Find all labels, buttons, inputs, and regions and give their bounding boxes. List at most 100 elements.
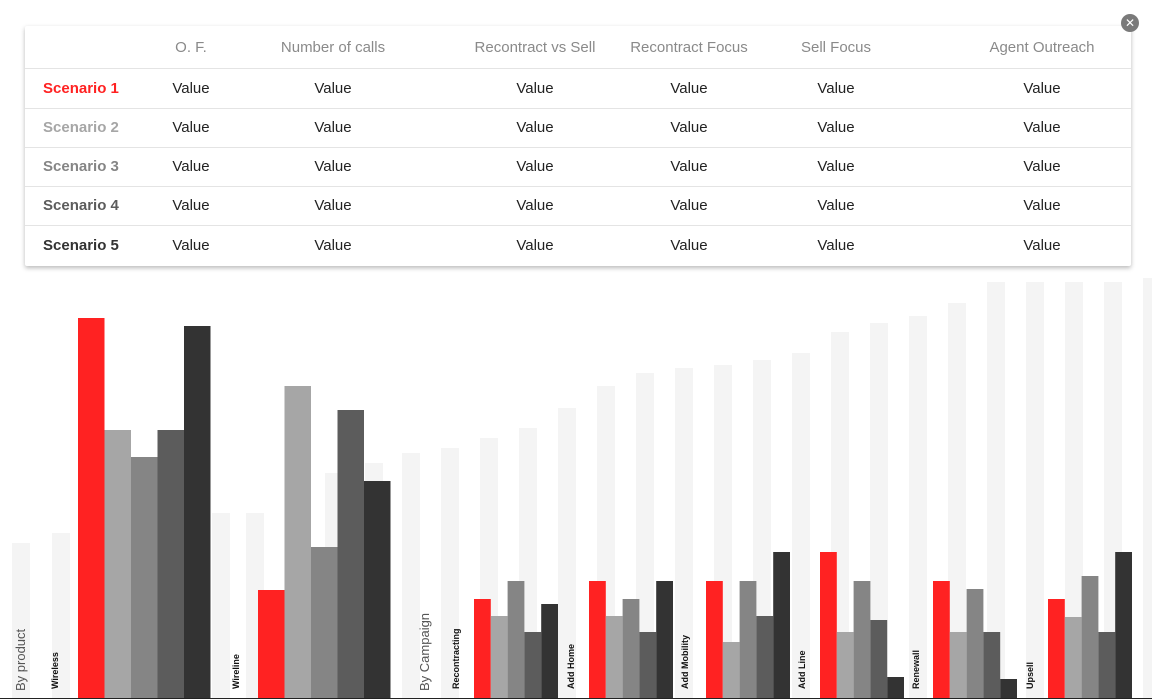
- background-bar: [753, 360, 771, 698]
- bar-scenario-4: [639, 632, 657, 698]
- background-bar: [1026, 282, 1044, 698]
- background-bar: [948, 303, 966, 698]
- background-bar: [52, 533, 70, 698]
- table-cell: Value: [516, 158, 554, 175]
- table-cell: Value: [516, 197, 554, 214]
- bar-scenario-3: [311, 547, 338, 698]
- table-cell: Value: [172, 119, 210, 136]
- bar-scenario-2: [836, 632, 854, 698]
- bar-scenario-3: [131, 457, 158, 698]
- table-cell: Value: [516, 80, 554, 97]
- bar-scenario-5: [1115, 552, 1132, 698]
- close-icon[interactable]: ✕: [1121, 14, 1139, 32]
- table-row[interactable]: Scenario 1 Value Value Value Value Value Value: [25, 69, 1131, 109]
- table-cell: Value: [670, 237, 708, 254]
- table-cell: Value: [1023, 80, 1061, 97]
- bar-scenario-4: [1098, 632, 1116, 698]
- column-header-recontract-focus: Recontract Focus: [630, 38, 748, 56]
- table-cell: Value: [817, 158, 855, 175]
- bar-scenario-4: [756, 616, 774, 698]
- bar-scenario-5: [364, 481, 391, 698]
- bar-scenario-5: [887, 677, 904, 698]
- section-label: By Campaign: [417, 613, 432, 691]
- column-header-recontract-vs-sell: Recontract vs Sell: [474, 38, 596, 56]
- scenario-name: Scenario 5: [43, 237, 119, 254]
- background-bar: [558, 408, 576, 698]
- table-cell: Value: [314, 237, 352, 254]
- column-header-sell-focus: Sell Focus: [800, 38, 872, 56]
- table-cell: Value: [670, 197, 708, 214]
- table-cell: Value: [1023, 158, 1061, 175]
- bar-scenario-3: [966, 589, 984, 698]
- table-cell: Value: [314, 158, 352, 175]
- bar-scenario-2: [949, 632, 967, 698]
- bar-scenario-4: [337, 410, 364, 698]
- background-bar: [12, 543, 30, 698]
- table-cell: Value: [817, 197, 855, 214]
- background-bar: [441, 448, 459, 698]
- scenario-name: Scenario 3: [43, 158, 119, 175]
- table-cell: Value: [1023, 119, 1061, 136]
- bar-scenario-1: [474, 599, 491, 698]
- table-cell: Value: [670, 80, 708, 97]
- column-header-number-of-calls: Number of calls: [280, 38, 386, 56]
- background-bar: [1065, 282, 1083, 698]
- table-cell: Value: [516, 119, 554, 136]
- table-cell: Value: [1023, 237, 1061, 254]
- scenario-table-panel: O. F. Number of calls Recontract vs Sell…: [25, 26, 1131, 266]
- table-header-row: O. F. Number of calls Recontract vs Sell…: [25, 26, 1131, 69]
- bar-scenario-1: [706, 581, 723, 698]
- bar-scenario-3: [622, 599, 640, 698]
- section-label: By product: [13, 628, 28, 691]
- table-row[interactable]: Scenario 5 Value Value Value Value Value Value: [25, 226, 1131, 265]
- bar-scenario-1: [589, 581, 606, 698]
- table-cell: Value: [817, 119, 855, 136]
- background-bar: [675, 368, 693, 698]
- table-cell: Value: [670, 158, 708, 175]
- background-bar: [636, 373, 654, 698]
- background-bar: [909, 316, 927, 698]
- bar-scenario-4: [524, 632, 542, 698]
- table-cell: Value: [1023, 197, 1061, 214]
- table-cell: Value: [817, 80, 855, 97]
- bar-scenario-2: [104, 430, 131, 698]
- background-bar: [987, 282, 1005, 698]
- table-cell: Value: [172, 237, 210, 254]
- category-label: Recontracting: [451, 628, 461, 689]
- background-bar: [1143, 278, 1152, 698]
- bar-scenario-5: [773, 552, 790, 698]
- bar-scenario-4: [870, 620, 888, 698]
- bar-scenario-1: [933, 581, 950, 698]
- table-cell: Value: [314, 197, 352, 214]
- table-cell: Value: [172, 158, 210, 175]
- bar-scenario-1: [78, 318, 105, 698]
- background-bar: [212, 513, 230, 698]
- category-label: Add Mobility: [680, 635, 690, 689]
- bar-scenario-2: [490, 616, 508, 698]
- scenario-name: Scenario 1: [43, 80, 119, 97]
- category-label: Add Home: [566, 644, 576, 689]
- table-row[interactable]: Scenario 3 Value Value Value Value Value Value: [25, 147, 1131, 187]
- bar-scenario-2: [722, 642, 740, 698]
- table-cell: Value: [516, 237, 554, 254]
- bar-scenario-2: [284, 386, 311, 698]
- bar-scenario-3: [853, 581, 871, 698]
- bar-scenario-5: [184, 326, 211, 698]
- bar-scenario-4: [983, 632, 1001, 698]
- table-cell: Value: [314, 119, 352, 136]
- bar-scenario-3: [507, 581, 525, 698]
- bar-scenario-3: [1081, 576, 1099, 698]
- category-label: Wireless: [50, 652, 60, 689]
- category-label: Wireline: [231, 654, 241, 689]
- bar-scenario-5: [656, 581, 673, 698]
- bar-scenario-2: [1064, 617, 1082, 698]
- scenario-name: Scenario 4: [43, 197, 119, 214]
- table-row[interactable]: Scenario 4 Value Value Value Value Value Value: [25, 186, 1131, 226]
- background-bar: [402, 453, 420, 698]
- table-row[interactable]: Scenario 2 Value Value Value Value Value Value: [25, 108, 1131, 148]
- column-header-of: O. F.: [175, 38, 207, 56]
- bar-scenario-3: [739, 581, 757, 698]
- category-label: Upsell: [1025, 662, 1035, 689]
- bar-scenario-2: [605, 616, 623, 698]
